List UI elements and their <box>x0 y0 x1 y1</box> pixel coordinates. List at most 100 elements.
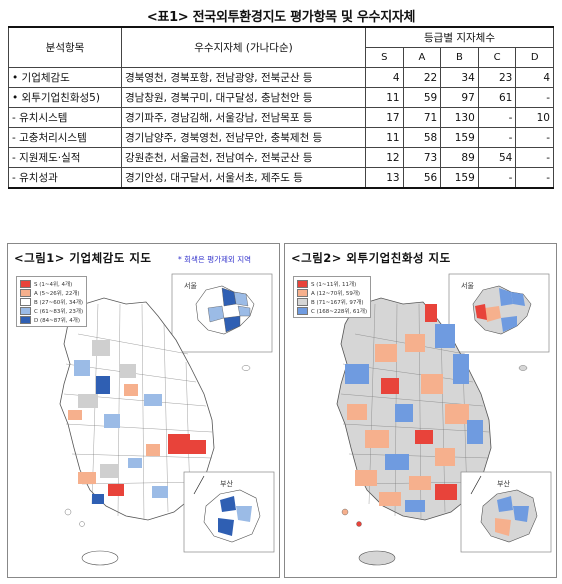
grade-header-row: S A B C D <box>9 47 554 68</box>
row-regions: 경기안성, 대구달서, 서울서초, 제주도 등 <box>121 167 366 189</box>
legend-swatch <box>20 315 31 324</box>
legend-label: B (27~60위, 34개) <box>34 299 84 306</box>
header-item: 분석항목 <box>8 26 122 68</box>
map1-inset-top-label: 서울 <box>184 281 197 290</box>
grade-a: A <box>402 47 442 68</box>
row-count-b: 89 <box>440 147 479 168</box>
legend-swatch <box>20 297 31 306</box>
row-count-a: 58 <box>402 127 442 148</box>
map2-inset-top-label: 서울 <box>461 281 474 290</box>
row-count-b: 34 <box>440 67 479 88</box>
legend-swatch <box>20 279 31 288</box>
legend-item: S (1~11위, 11개) <box>297 279 367 288</box>
legend-item: B (71~167위, 97개) <box>297 297 367 306</box>
map1-note: * 회색은 평가제외 지역 <box>178 255 252 264</box>
legend-label: C (61~83위, 23개) <box>34 308 84 315</box>
table-row: - 지원제도·실적 강원춘천, 서울금천, 전남여수, 전북군산 등 12 73 89 5… <box>8 147 554 168</box>
row-count-b: 130 <box>440 107 479 128</box>
legend-label: A (5~26위, 22개) <box>34 290 80 297</box>
row-regions: 경남창원, 경북구미, 대구달성, 충남천안 등 <box>121 87 366 108</box>
row-count-a: 73 <box>402 147 442 168</box>
table-row: - 유치성과 경기안성, 대구달서, 서울서초, 제주도 등 13 56 159- - <box>8 167 554 189</box>
row-count-c: - <box>477 127 517 148</box>
row-regions: 강원춘천, 서울금천, 전남여수, 전북군산 등 <box>121 147 366 168</box>
row-item: • 기업체감도 <box>8 67 122 88</box>
map1-legend: S (1~4위, 4개) A (5~26위, 22개) B (27~60위, 34개… <box>16 276 88 327</box>
row-count-d: 4 <box>515 67 554 88</box>
grade-c: C <box>477 47 517 68</box>
row-count-s: 11 <box>365 127 404 148</box>
row-count-d: - <box>515 87 554 108</box>
row-count-c: 54 <box>477 147 517 168</box>
legend-swatch <box>20 288 31 297</box>
row-regions: 경기남양주, 경북영천, 전남무안, 충북제천 등 <box>121 127 366 148</box>
row-count-b: 159 <box>440 127 479 148</box>
row-count-s: 17 <box>365 107 404 128</box>
row-count-b: 159 <box>440 167 479 189</box>
row-count-s: 13 <box>365 167 404 189</box>
table-row: - 유치시스템 경기파주, 경남김해, 서울강남, 전남목포 등 17 71 130-1… <box>8 107 554 128</box>
header-counts: 등급별 지자체수 <box>365 26 554 48</box>
row-item: - 고충처리시스템 <box>8 127 122 148</box>
legend-item: S (1~4위, 4개) <box>20 279 83 288</box>
row-count-a: 59 <box>402 87 442 108</box>
row-count-d: - <box>515 167 554 189</box>
map1-graphic: 부산 서울 <box>59 273 275 566</box>
legend-label: S (1~4위, 4개) <box>34 281 73 288</box>
grade-s: S <box>365 47 404 68</box>
evaluation-table: 분석항목 우수지자체 (가나다순) 등급별 지자체수 S A B C D • 기… <box>8 26 554 189</box>
table-row: - 고충처리시스템 경기남양주, 경북영천, 전남무안, 충북제천 등 11 58 15… <box>8 127 554 148</box>
grade-d: D <box>515 47 554 68</box>
legend-item: C (168~228위, 61개) <box>297 306 367 315</box>
legend-label: C (168~228위, 61개) <box>311 308 368 315</box>
map2-legend: S (1~11위, 11개) A (12~70위, 59개) B (71~167위,… <box>293 276 372 318</box>
row-count-s: 12 <box>365 147 404 168</box>
table-row: • 기업체감도 경북영천, 경북포항, 전남광양, 전북군산 등 4 22 34 23 4 <box>8 67 554 88</box>
page-title: <표1> 전국외투환경지도 평가항목 및 우수지자체 <box>146 10 416 25</box>
row-regions: 경기파주, 경남김해, 서울강남, 전남목포 등 <box>121 107 366 128</box>
legend-swatch <box>297 297 308 306</box>
map1-inset-bottom-label: 부산 <box>220 479 233 488</box>
row-count-c: 61 <box>477 87 517 108</box>
table-body: • 기업체감도 경북영천, 경북포항, 전남광양, 전북군산 등 4 22 34 23 4 •… <box>8 67 554 189</box>
row-count-a: 71 <box>402 107 442 128</box>
row-item: - 유치성과 <box>8 167 122 189</box>
map1-title: <그림1> 기업체감도 지도 <box>14 251 152 265</box>
row-count-d: - <box>515 147 554 168</box>
legend-item: B (27~60위, 34개) <box>20 297 83 306</box>
legend-item: A (12~70위, 59개) <box>297 288 367 297</box>
row-count-d: - <box>515 127 554 148</box>
table-row: • 외투기업친화성5) 경남창원, 경북구미, 대구달성, 충남천안 등 11 59 9… <box>8 87 554 108</box>
row-count-b: 97 <box>440 87 479 108</box>
row-regions: 경북영천, 경북포항, 전남광양, 전북군산 등 <box>121 67 366 88</box>
map2-panel: <그림2> 외투기업친화성 지도 <box>284 243 557 578</box>
row-count-c: - <box>477 167 517 189</box>
legend-swatch <box>297 279 308 288</box>
row-count-c: 23 <box>477 67 517 88</box>
row-count-a: 22 <box>402 67 442 88</box>
legend-label: S (1~11위, 11개) <box>311 281 357 288</box>
legend-label: B (71~167위, 97개) <box>311 299 364 306</box>
legend-label: D (84~87위, 4개) <box>34 317 80 324</box>
grade-b: B <box>440 47 479 68</box>
row-count-s: 11 <box>365 87 404 108</box>
legend-item: A (5~26위, 22개) <box>20 288 83 297</box>
header-region: 우수지자체 (가나다순) <box>121 26 366 68</box>
row-count-a: 56 <box>402 167 442 189</box>
row-count-c: - <box>477 107 517 128</box>
map2-title: <그림2> 외투기업친화성 지도 <box>291 251 451 265</box>
legend-swatch <box>297 306 308 315</box>
map2-inset-bottom-label: 부산 <box>497 479 510 488</box>
map1-panel: <그림1> 기업체감도 지도 * 회색은 평가제외 지역 <box>7 243 280 578</box>
legend-swatch <box>20 306 31 315</box>
legend-item: D (84~87위, 4개) <box>20 315 83 324</box>
row-item: - 지원제도·실적 <box>8 147 122 168</box>
row-count-s: 4 <box>365 67 404 88</box>
legend-swatch <box>297 288 308 297</box>
legend-label: A (12~70위, 59개) <box>311 290 361 297</box>
map2-graphic: 부산 서울 <box>336 273 552 566</box>
row-count-d: 10 <box>515 107 554 128</box>
row-item: • 외투기업친화성5) <box>8 87 122 108</box>
legend-item: C (61~83위, 23개) <box>20 306 83 315</box>
row-item: - 유치시스템 <box>8 107 122 128</box>
